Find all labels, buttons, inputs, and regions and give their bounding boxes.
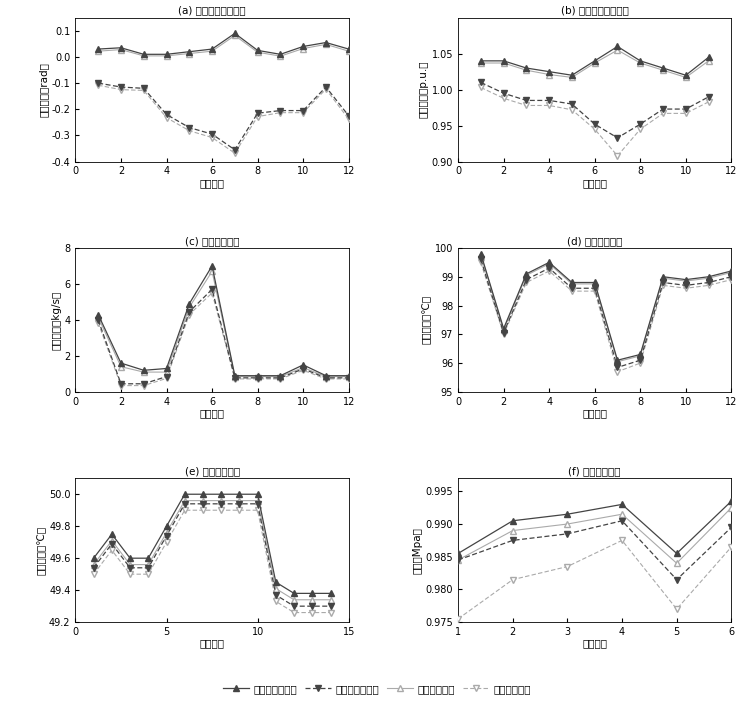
Title: (e) 热网回热温度: (e) 热网回热温度	[185, 466, 240, 476]
X-axis label: 节点编号: 节点编号	[200, 638, 225, 648]
Y-axis label: 供热温度（℃）: 供热温度（℃）	[422, 296, 432, 344]
Y-axis label: 回热温度（℃）: 回热温度（℃）	[36, 525, 46, 575]
X-axis label: 节点编号: 节点编号	[200, 178, 225, 188]
Title: (c) 热网管道流量: (c) 热网管道流量	[185, 236, 239, 246]
Title: (a) 电网节点电压相角: (a) 电网节点电压相角	[178, 6, 246, 16]
Y-axis label: 质量流量（kg/s）: 质量流量（kg/s）	[51, 291, 62, 349]
Y-axis label: 电压幅值（p.u.）: 电压幅值（p.u.）	[419, 61, 429, 118]
X-axis label: 节点编号: 节点编号	[582, 408, 607, 418]
Legend: 蒙特卡罗法上界, 蒙特卡罗法下界, 本文方法上界, 本文方法下界: 蒙特卡罗法上界, 蒙特卡罗法下界, 本文方法上界, 本文方法下界	[219, 680, 535, 699]
X-axis label: 管道编号: 管道编号	[200, 408, 225, 418]
X-axis label: 节点编号: 节点编号	[582, 178, 607, 188]
X-axis label: 节点编号: 节点编号	[582, 638, 607, 648]
Title: (d) 热网供热温度: (d) 热网供热温度	[567, 236, 622, 246]
Y-axis label: 电压相角（rad）: 电压相角（rad）	[39, 62, 49, 117]
Title: (b) 电网节点电压幅值: (b) 电网节点电压幅值	[561, 6, 629, 16]
Title: (f) 氢网节点气压: (f) 氢网节点气压	[569, 466, 621, 476]
Y-axis label: 管压（Mpa）: 管压（Mpa）	[412, 527, 423, 573]
